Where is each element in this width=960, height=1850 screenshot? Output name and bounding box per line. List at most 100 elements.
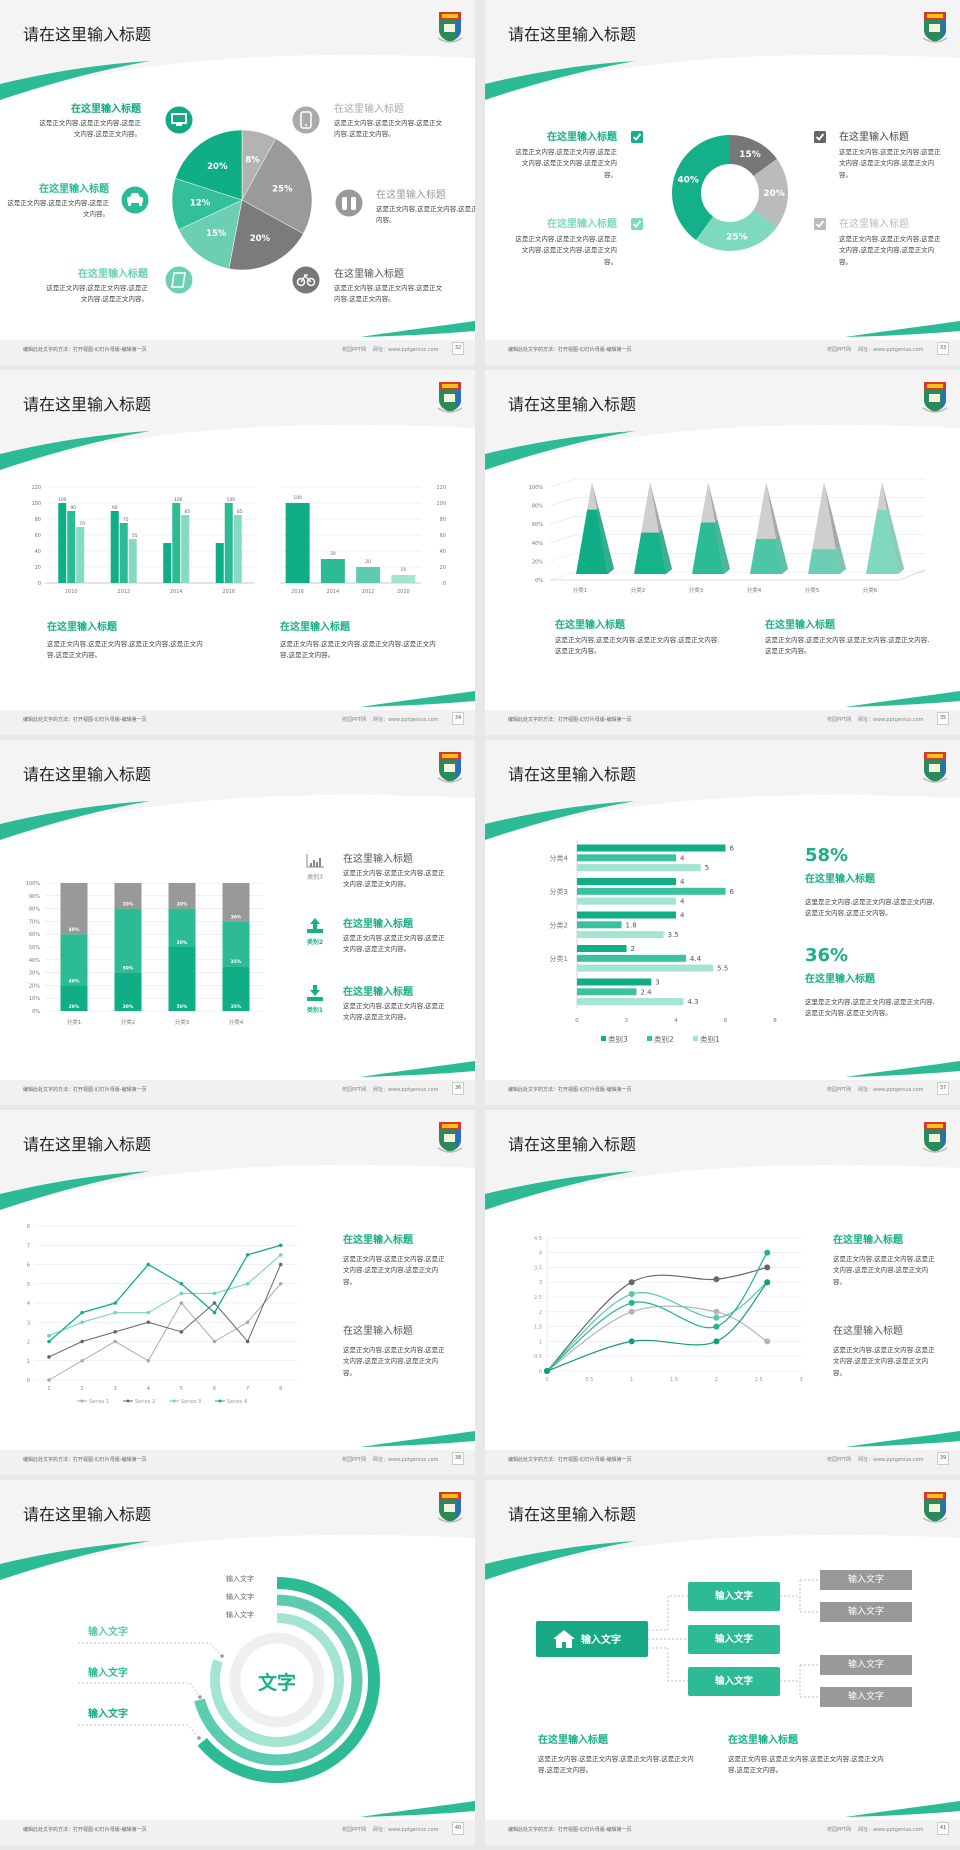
- slide-thumbnail[interactable]: 请在这里输入标题 编辑此处文字的方法：打开视图-幻灯片母版-编辑第一页 校园PPT网…: [0, 1110, 475, 1475]
- y-tick-label: 7: [27, 1243, 30, 1249]
- data-point: [245, 1253, 250, 1257]
- accent-swoosh: [0, 1541, 150, 1580]
- item-body: 这是正文内容,这是正文内容,这是正文内容。: [376, 205, 475, 225]
- content-area: [485, 1164, 960, 1450]
- level2-node[interactable]: 输入文字: [820, 1602, 912, 1622]
- series-line: [48, 1283, 282, 1381]
- y-tick-label: 90%: [29, 894, 40, 900]
- level1-node[interactable]: 输入文字: [688, 1625, 780, 1654]
- progress-ring: [210, 1613, 344, 1747]
- slide-thumbnail[interactable]: 请在这里输入标题 编辑此处文字的方法：打开视图-幻灯片母版-编辑第一页 校园PPT网…: [485, 1110, 960, 1475]
- progress-ring: [197, 1577, 380, 1783]
- accent-swoosh: [845, 1061, 960, 1077]
- level1-node[interactable]: 输入文字: [688, 1582, 780, 1611]
- legend-marker: [218, 1399, 222, 1403]
- data-point: [544, 1368, 550, 1374]
- footer-brand: 校园PPT网: [342, 1457, 367, 1463]
- crest-ribbon: [922, 37, 948, 43]
- crest-ribbon: [437, 777, 463, 783]
- x-tick-label: 2014: [327, 589, 340, 595]
- book-icon: [165, 266, 193, 294]
- level2-node[interactable]: 输入文字: [820, 1570, 912, 1590]
- accent-swoosh: [845, 1801, 960, 1817]
- series-line: [48, 1254, 282, 1337]
- lens: [342, 197, 347, 210]
- y-tick-label: 80%: [532, 504, 543, 510]
- level1-node[interactable]: 输入文字: [688, 1667, 780, 1696]
- university-crest-logo: [922, 1492, 948, 1523]
- stacked-bar-segment: [222, 921, 250, 967]
- data-point: [713, 1314, 720, 1321]
- item-body: 这是正文内容,这是正文内容,这是正文内容,这是正文内容。: [334, 119, 443, 139]
- pyramid-remainder: [700, 482, 716, 523]
- data-point: [713, 1338, 720, 1345]
- bar: [110, 511, 119, 583]
- pyramid-bar: [634, 532, 666, 574]
- legend-label: 类别1: [700, 1034, 720, 1044]
- slide-thumbnail[interactable]: 请在这里输入标题 编辑此处文字的方法：打开视图-幻灯片母版-编辑第一页 校园PPT网…: [485, 740, 960, 1105]
- floor: [550, 569, 926, 581]
- bar-value-label: 90: [112, 505, 118, 511]
- level2-node[interactable]: 输入文字: [820, 1655, 912, 1675]
- bar: [310, 863, 312, 867]
- data-point: [80, 1320, 84, 1325]
- data-point: [245, 1339, 250, 1344]
- bar-value-label: 75: [123, 517, 129, 523]
- level2-node[interactable]: 输入文字: [820, 1687, 912, 1707]
- slide-thumbnail[interactable]: 请在这里输入标题 编辑此处文字的方法：打开视图-幻灯片母版-编辑第一页 校园PPT网…: [0, 740, 475, 1105]
- slide-thumbnail[interactable]: 请在这里输入标题 编辑此处文字的方法：打开视图-幻灯片母版-编辑第一页 校园PPT网…: [485, 370, 960, 735]
- accent-swoosh: [0, 61, 150, 100]
- x-tick-label: 分类1: [573, 586, 588, 594]
- university-crest-logo: [922, 1122, 948, 1153]
- y-tick-label: 50%: [29, 945, 40, 951]
- node-label: 输入文字: [714, 1676, 753, 1687]
- page-number: 32: [452, 342, 464, 355]
- x-tick-label: 分类4: [747, 586, 762, 594]
- y-tick-label: 3: [27, 1320, 30, 1326]
- footer-edit-hint: 编辑此处文字的方法：打开视图-幻灯片母版-编辑第一页: [23, 1457, 147, 1463]
- slide-thumbnail[interactable]: 请在这里输入标题 编辑此处文字的方法：打开视图-幻灯片母版-编辑第一页 校园PPT网…: [485, 0, 960, 365]
- item-body: 这里是正文内容,这是正文内容,这是正文内容,这是正文内容,这是正文内容。: [805, 898, 935, 918]
- car-wheel: [128, 203, 131, 206]
- accent-swoosh: [845, 321, 960, 337]
- legend-label: Series 1: [89, 1399, 109, 1405]
- slide-thumbnail[interactable]: 请在这里输入标题 编辑此处文字的方法：打开视图-幻灯片母版-编辑第一页 校园PPT网…: [0, 1480, 475, 1845]
- segment-label: 50%: [123, 966, 134, 972]
- item-body: 这是正文内容,这是正文内容,这是正文内容,这是正文内容,这是正文内容。: [47, 640, 203, 660]
- accent-swoosh: [360, 1431, 475, 1447]
- item-body: 这是正文内容,这是正文内容,这是正文内容,这是正文内容,这是正文内容。: [515, 235, 617, 266]
- y-tick-label: 4.5: [534, 1236, 542, 1242]
- book-icon: [165, 266, 193, 294]
- data-point: [47, 1355, 51, 1359]
- series-curve: [546, 1281, 768, 1372]
- lens: [351, 197, 356, 210]
- wheel: [296, 277, 306, 287]
- bar-value-label: 4: [680, 854, 685, 862]
- category-label: 类别3: [307, 874, 323, 881]
- crest-ribbon: [922, 1517, 948, 1523]
- crest-ribbon: [922, 407, 948, 413]
- footer-edit-hint: 编辑此处文字的方法：打开视图-幻灯片母版-编辑第一页: [508, 1457, 632, 1463]
- slide-title: 请在这里输入标题: [23, 25, 152, 44]
- slide-thumbnail[interactable]: 请在这里输入标题 编辑此处文字的方法：打开视图-幻灯片母版-编辑第一页 校园PPT网…: [485, 1480, 960, 1845]
- checkbox-checked-icon: [814, 131, 826, 143]
- y-tick-label: 2.5: [534, 1295, 542, 1301]
- icon-background: [292, 106, 320, 134]
- series-curve: [546, 1252, 768, 1372]
- data-point: [113, 1339, 117, 1344]
- slide-thumbnail[interactable]: 请在这里输入标题 编辑此处文字的方法：打开视图-幻灯片母版-编辑第一页 校园PPT网…: [0, 370, 475, 735]
- data-point: [113, 1301, 117, 1305]
- root-node[interactable]: 输入文字: [536, 1621, 648, 1657]
- item-body: 这是正文内容,这是正文内容,这是正文内容,这是正文内容。: [343, 934, 445, 954]
- x-tick-label: 2012: [117, 589, 130, 595]
- footer-url: 网址：www.pptgenius.com: [858, 1457, 924, 1463]
- slide-thumbnail[interactable]: 请在这里输入标题 编辑此处文字的方法：打开视图-幻灯片母版-编辑第一页 校园PPT网…: [0, 0, 475, 365]
- legend-marker: [126, 1399, 130, 1403]
- leader-dot: [197, 1736, 201, 1740]
- pyramid-side-fill: [658, 529, 672, 574]
- legend-label: Series 3: [181, 1399, 201, 1405]
- footer-band: [485, 1450, 960, 1475]
- gridline: [549, 497, 925, 506]
- crest-book: [444, 24, 455, 32]
- car-icon: [121, 186, 149, 214]
